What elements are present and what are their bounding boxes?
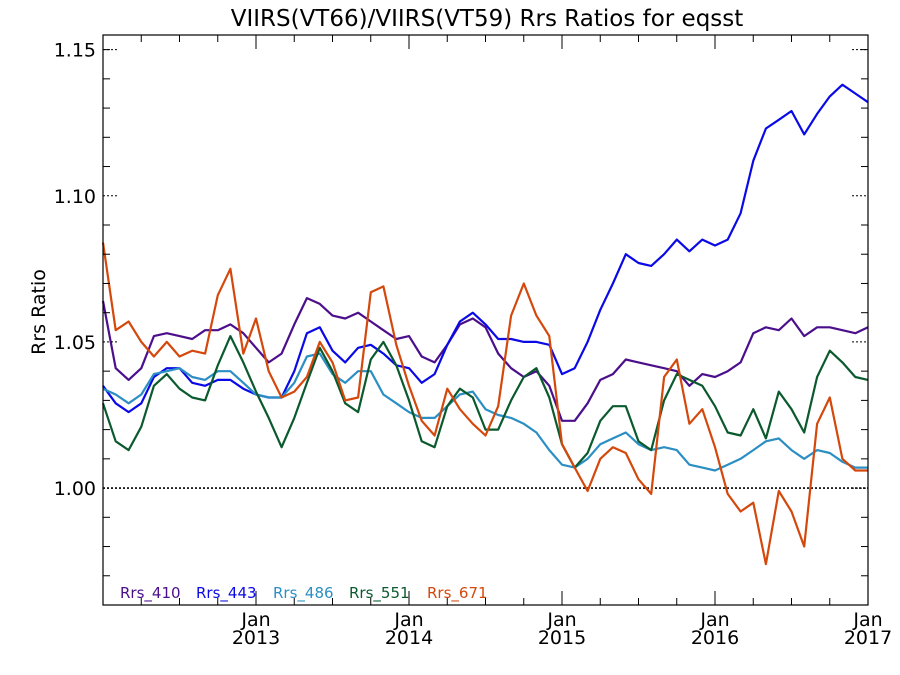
x-tick-label-month: Jan bbox=[393, 609, 423, 631]
x-tick-label-year: 2013 bbox=[232, 627, 280, 649]
legend: Rrs_410 Rrs_443 Rrs_486 Rrs_551 Rrs_671 bbox=[120, 584, 488, 603]
y-tick-label: 1.05 bbox=[54, 332, 96, 354]
y-axis-label: Rrs Ratio bbox=[28, 269, 50, 355]
x-tick-label-month: Jan bbox=[699, 609, 729, 631]
plot-frame bbox=[102, 34, 869, 606]
axes-layer: 1.001.051.101.15Jan2013Jan2014Jan2015Jan… bbox=[54, 34, 892, 649]
x-tick-label-month: Jan bbox=[240, 609, 270, 631]
series-line-rrs-486 bbox=[102, 352, 868, 472]
legend-entry-rrs-443: Rrs_443 bbox=[196, 584, 257, 603]
legend-entry-rrs-551: Rrs_551 bbox=[349, 584, 410, 603]
y-tick-label: 1.00 bbox=[54, 478, 96, 500]
series-line-rrs-671 bbox=[101, 242, 868, 566]
legend-entry-rrs-410: Rrs_410 bbox=[120, 584, 181, 603]
x-tick-label-year: 2017 bbox=[844, 627, 892, 649]
legend-entry-rrs-486: Rrs_486 bbox=[273, 584, 334, 603]
x-tick-label-year: 2015 bbox=[538, 627, 586, 649]
y-tick-label: 1.15 bbox=[54, 40, 96, 62]
x-tick-label-month: Jan bbox=[852, 609, 882, 631]
y-tick-label: 1.10 bbox=[54, 186, 96, 208]
x-tick-label-year: 2014 bbox=[385, 627, 433, 649]
x-tick-label-month: Jan bbox=[546, 609, 576, 631]
series-line-rrs-443 bbox=[102, 83, 869, 414]
x-tick-label-year: 2016 bbox=[691, 627, 739, 649]
legend-entry-rrs-671: Rrs_671 bbox=[427, 584, 488, 603]
series-line-rrs-410 bbox=[101, 297, 869, 422]
chart-title: VIIRS(VT66)/VIIRS(VT59) Rrs Ratios for e… bbox=[231, 6, 744, 32]
series-layer bbox=[101, 83, 869, 566]
series-line-rrs-551 bbox=[101, 335, 869, 469]
